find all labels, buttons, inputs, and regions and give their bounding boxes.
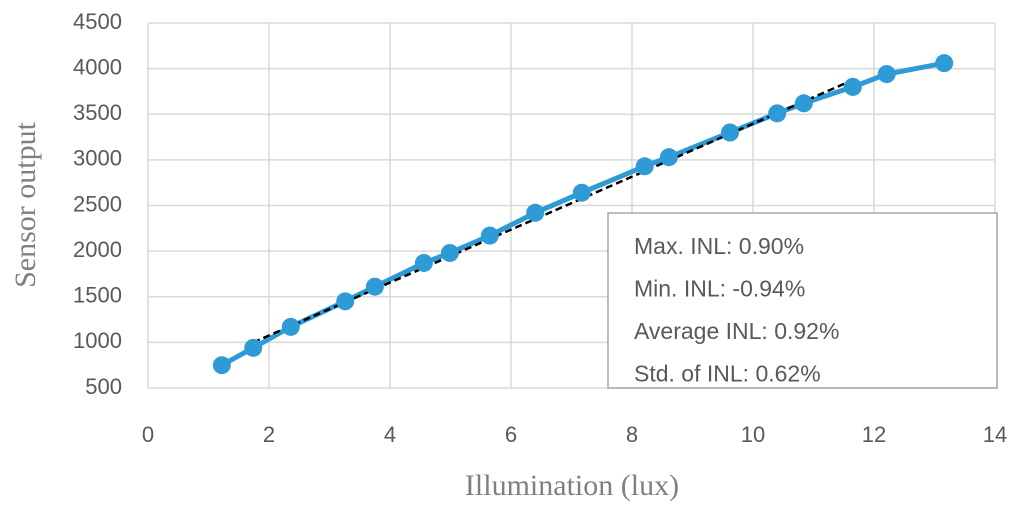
y-tick-label: 2000 <box>73 237 122 262</box>
annotation-box <box>607 212 998 389</box>
trend-line <box>252 78 854 344</box>
x-tick-label: 12 <box>862 422 886 447</box>
x-tick-label: 4 <box>384 422 396 447</box>
data-point <box>244 338 263 357</box>
data-point <box>843 77 862 96</box>
data-point <box>212 356 231 375</box>
y-tick-label: 3000 <box>73 146 122 171</box>
y-tick-label: 4000 <box>73 54 122 79</box>
x-tick-label: 6 <box>505 422 517 447</box>
data-point <box>659 148 678 167</box>
y-tick-label: 500 <box>85 374 122 399</box>
data-point <box>365 277 384 296</box>
x-tick-label: 2 <box>263 422 275 447</box>
data-point <box>336 292 355 311</box>
annotation: Std. of INL: 0.62% <box>634 361 821 387</box>
y-tick-label: 3500 <box>73 100 122 125</box>
x-tick-label: 0 <box>142 422 154 447</box>
data-point <box>635 157 654 176</box>
annotation: Max. INL: 0.90% <box>634 233 804 259</box>
data-point <box>414 253 433 272</box>
data-point <box>281 317 300 336</box>
annotation: Min. INL: -0.94% <box>634 276 805 302</box>
y-tick-label: 2500 <box>73 191 122 216</box>
y-tick-label: 4500 <box>73 9 122 34</box>
data-point <box>480 226 499 245</box>
data-point <box>440 243 459 262</box>
x-tick-label: 8 <box>626 422 638 447</box>
data-point <box>526 203 545 222</box>
data-point <box>721 123 740 142</box>
data-point <box>768 104 787 123</box>
x-axis-title: Illumination (lux) <box>465 469 679 502</box>
data-point <box>794 94 813 113</box>
y-tick-label: 1000 <box>73 328 122 353</box>
x-tick-label: 14 <box>983 422 1007 447</box>
x-tick-label: 10 <box>741 422 765 447</box>
data-point <box>877 65 896 84</box>
data-point <box>572 183 591 202</box>
y-axis-title: Sensor output <box>9 121 42 288</box>
data-point <box>935 54 954 73</box>
annotation: Average INL: 0.92% <box>634 318 839 344</box>
y-tick-label: 1500 <box>73 283 122 308</box>
